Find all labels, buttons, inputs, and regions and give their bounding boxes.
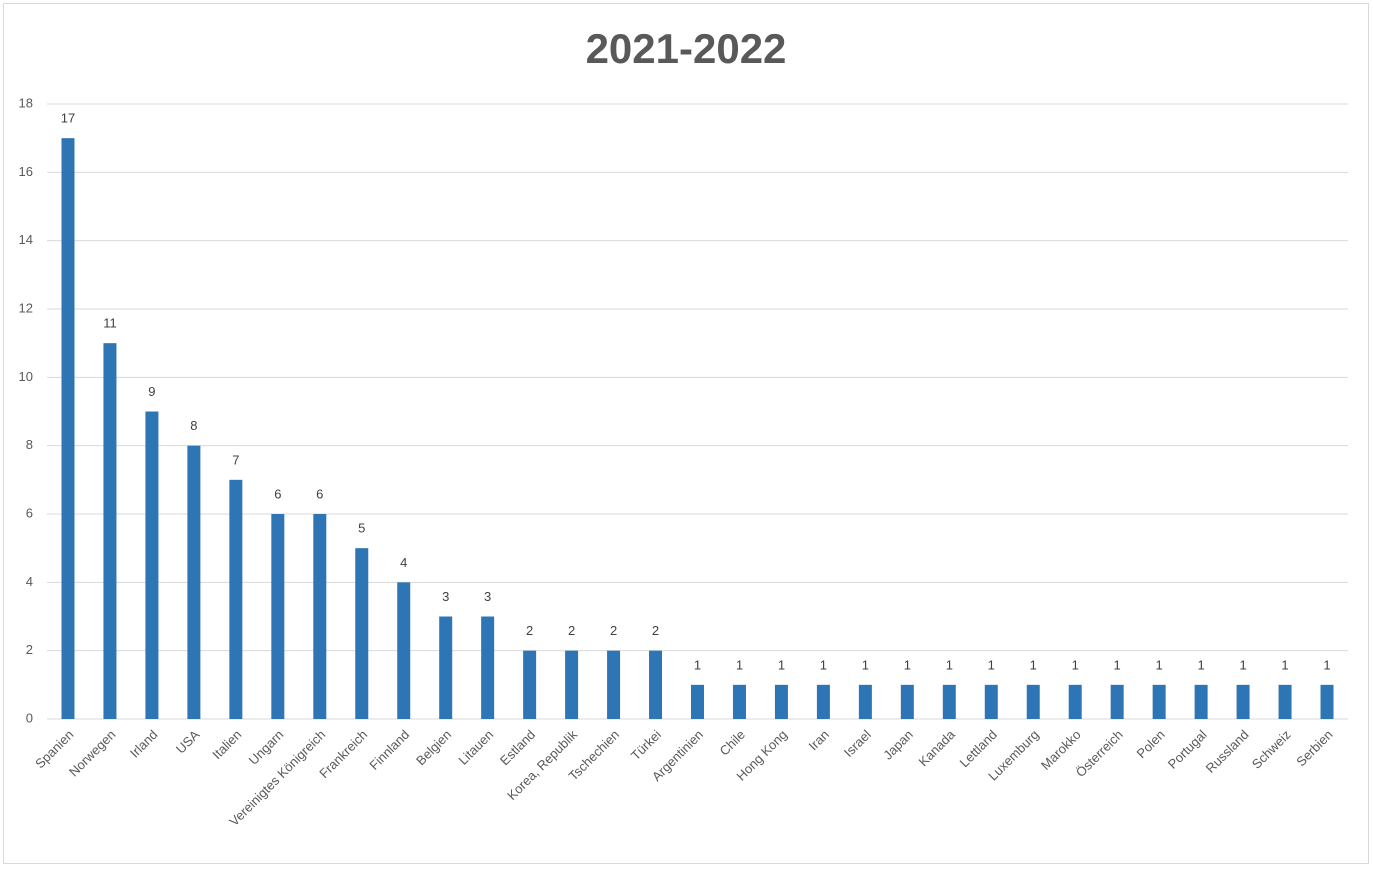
- data-label: 2: [526, 623, 533, 638]
- bar: [481, 616, 495, 719]
- bar: [1278, 684, 1292, 719]
- data-label: 1: [1156, 657, 1163, 672]
- bar: [1152, 684, 1166, 719]
- chart-title: 2021-2022: [586, 25, 787, 72]
- bar: [355, 548, 369, 719]
- bar: [439, 616, 453, 719]
- data-label: 3: [484, 589, 491, 604]
- bar: [1110, 684, 1124, 719]
- bar: [523, 650, 537, 719]
- y-tick-label: 0: [26, 710, 33, 725]
- y-tick-label: 8: [26, 437, 33, 452]
- y-tick-label: 6: [26, 505, 33, 520]
- bar: [103, 343, 117, 719]
- data-label: 3: [442, 589, 449, 604]
- bar: [229, 479, 243, 719]
- y-tick-label: 18: [19, 95, 33, 110]
- bar: [774, 684, 788, 719]
- bar: [145, 411, 159, 719]
- data-label: 6: [274, 486, 281, 501]
- bar: [942, 684, 956, 719]
- data-label: 1: [1072, 657, 1079, 672]
- y-tick-label: 14: [19, 232, 33, 247]
- bar: [1236, 684, 1250, 719]
- data-label: 1: [1281, 657, 1288, 672]
- y-tick-label: 10: [19, 369, 33, 384]
- bar: [1026, 684, 1040, 719]
- data-label: 9: [148, 384, 155, 399]
- bar: [1068, 684, 1082, 719]
- data-label: 1: [778, 657, 785, 672]
- data-label: 7: [232, 452, 239, 467]
- bar: [1194, 684, 1208, 719]
- bar: [607, 650, 621, 719]
- bar: [691, 684, 704, 719]
- y-tick-label: 4: [26, 574, 33, 589]
- bar: [397, 582, 411, 719]
- data-label: 6: [316, 486, 323, 501]
- bar: [816, 684, 830, 719]
- data-label: 2: [568, 623, 575, 638]
- bar: [187, 445, 201, 719]
- data-label: 17: [61, 111, 75, 126]
- y-tick-label: 2: [26, 642, 33, 657]
- bar: [313, 514, 327, 719]
- data-label: 2: [652, 623, 659, 638]
- bar: [271, 514, 285, 719]
- bar: [858, 684, 872, 719]
- data-label: 4: [400, 555, 407, 570]
- data-label: 8: [190, 418, 197, 433]
- data-label: 1: [988, 657, 995, 672]
- data-label: 2: [610, 623, 617, 638]
- bar: [900, 684, 914, 719]
- bar: [61, 138, 75, 719]
- data-label: 1: [1323, 657, 1330, 672]
- data-label: 1: [946, 657, 953, 672]
- data-label: 1: [1114, 657, 1121, 672]
- data-label: 1: [736, 657, 743, 672]
- data-label: 1: [862, 657, 869, 672]
- data-label: 5: [358, 521, 365, 536]
- bar: [649, 650, 663, 719]
- y-tick-label: 12: [19, 300, 33, 315]
- bar: [984, 684, 998, 719]
- bar: [565, 650, 579, 719]
- data-label: 1: [904, 657, 911, 672]
- y-tick-label: 16: [19, 164, 33, 179]
- bar: [1320, 684, 1334, 719]
- chart-frame: [3, 3, 1369, 864]
- data-label: 11: [103, 316, 117, 331]
- data-label: 1: [694, 657, 701, 672]
- data-label: 1: [820, 657, 827, 672]
- bar: [732, 684, 746, 719]
- data-label: 1: [1030, 657, 1037, 672]
- data-label: 1: [1197, 657, 1204, 672]
- data-label: 1: [1239, 657, 1246, 672]
